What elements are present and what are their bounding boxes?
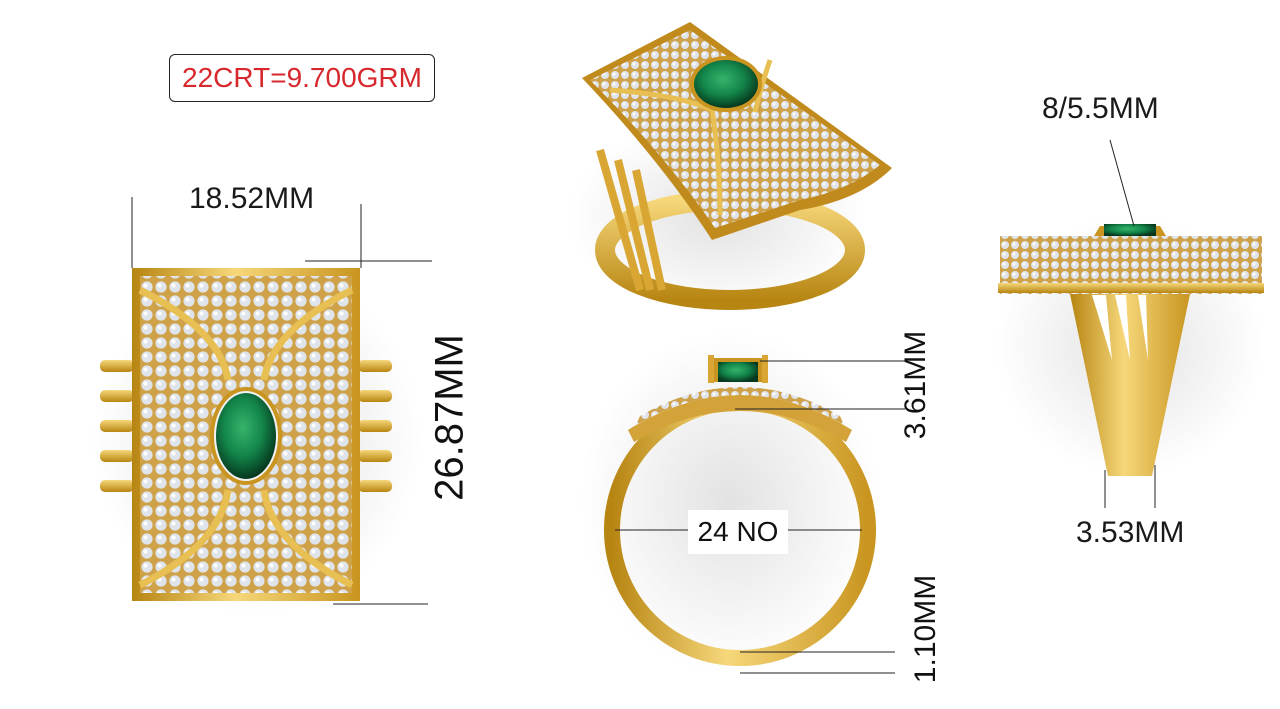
ring-perspective-view	[568, 22, 892, 315]
shank-bands-left	[100, 360, 134, 492]
top-view-dimension-lines	[131, 197, 432, 605]
stone-size-label: 8/5.5MM	[1042, 92, 1159, 125]
ring-profile-view	[995, 215, 1265, 476]
shank-width-label: 3.53MM	[1076, 516, 1185, 549]
weight-label: 22CRT=9.700GRM	[169, 54, 435, 102]
ring-size-label: 24 NO	[688, 510, 788, 554]
emerald-stone	[216, 393, 276, 479]
shank-bands-right	[358, 360, 392, 492]
length-dimension-label: 26.87MM	[427, 334, 472, 501]
band-thickness-label: 1.10MM	[909, 574, 942, 684]
width-dimension-label: 18.52MM	[189, 182, 315, 215]
profile-shank	[1070, 294, 1190, 476]
ring-top-view	[92, 265, 422, 615]
front-view-dimension-lines	[615, 360, 905, 674]
ring-front-elevation	[580, 330, 880, 675]
top-height-label: 3.61MM	[899, 330, 932, 440]
profile-dimension-lines	[1104, 139, 1156, 508]
